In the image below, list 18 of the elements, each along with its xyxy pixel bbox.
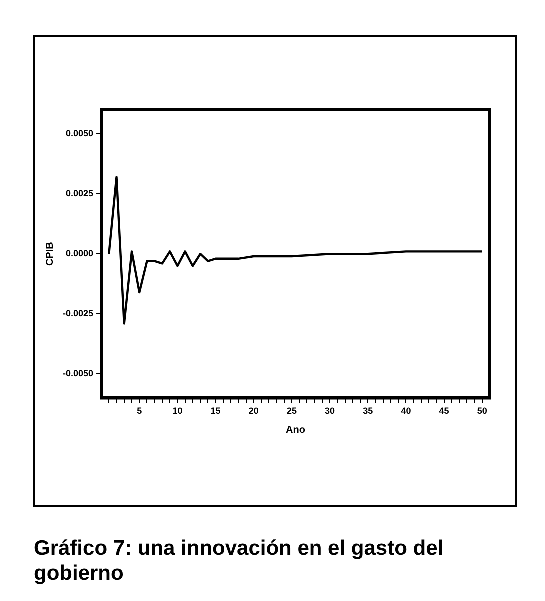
y-tick-label: -0.0050 <box>62 368 94 379</box>
x-tick-label: 15 <box>210 406 221 416</box>
y-tick-label: 0.0050 <box>66 128 94 138</box>
x-axis-title: Ano <box>286 424 306 436</box>
text: Gráfico 7: una innovación en el gasto del gobierno <box>34 536 445 586</box>
x-tick-label: 30 <box>325 406 336 416</box>
y-axis-title: CPIB <box>44 242 56 266</box>
x-tick-label: 45 <box>439 406 450 416</box>
y-tick-label: 0.0025 <box>66 188 94 199</box>
x-tick-label: 20 <box>248 406 259 416</box>
x-tick-label: 35 <box>363 406 374 416</box>
x-tick-label: 5 <box>137 406 142 416</box>
y-tick-label: 0.0000 <box>66 248 94 259</box>
y-tick-label: -0.0025 <box>62 308 94 319</box>
x-tick-label: 10 <box>172 406 183 416</box>
x-tick-label: 50 <box>477 406 488 416</box>
x-tick-label: 40 <box>401 406 412 416</box>
x-tick-label: 25 <box>286 406 297 416</box>
